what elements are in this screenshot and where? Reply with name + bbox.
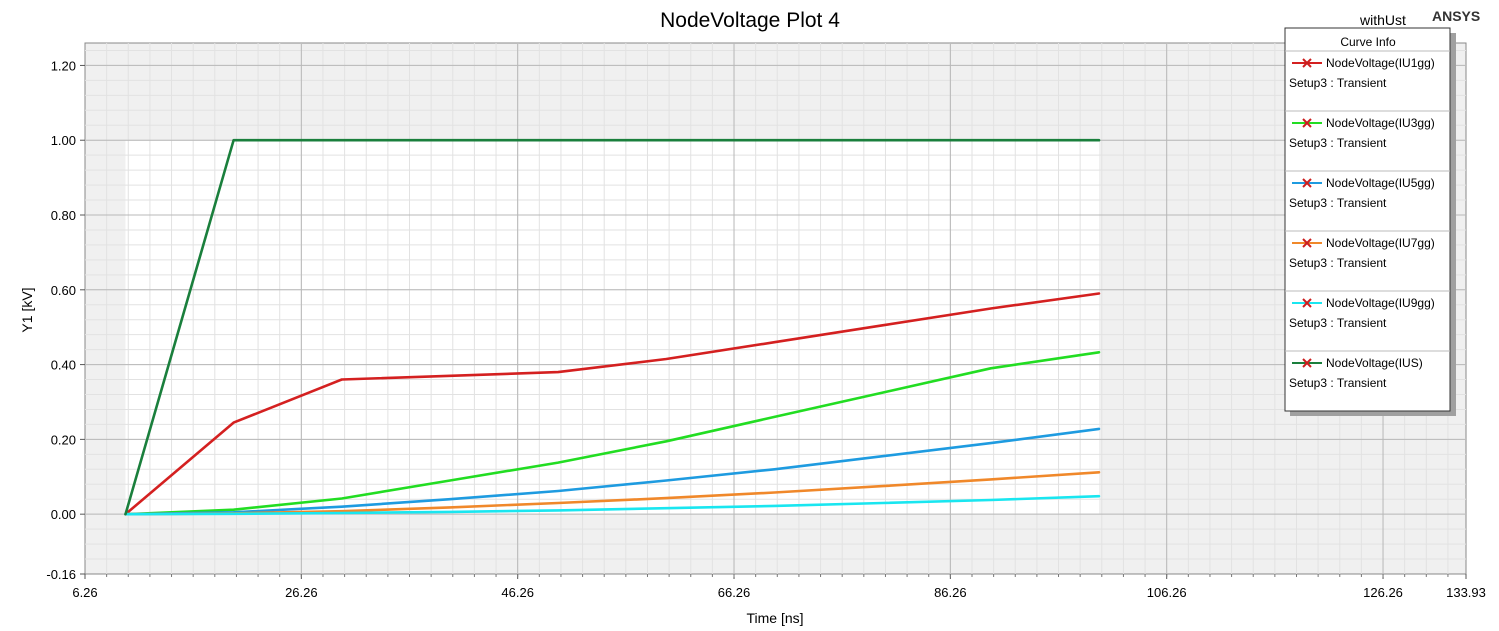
series-line-nodevoltage-ius[interactable] <box>124 138 1101 516</box>
legend-marker-x-icon <box>1302 178 1312 188</box>
series-line-nodevoltage-iu5gg[interactable] <box>124 427 1101 516</box>
plot-area[interactable] <box>84 42 1467 575</box>
legend-series-name: NodeVoltage(IU3gg) <box>1326 116 1435 130</box>
legend-entry[interactable]: NodeVoltage(IU5gg) Setup3 : Transient <box>1285 176 1450 232</box>
y-tick-label: 1.00 <box>51 133 76 148</box>
legend-marker-x-icon <box>1302 298 1312 308</box>
legend-marker-x-icon <box>1302 238 1312 248</box>
legend-series-setup: Setup3 : Transient <box>1289 376 1387 390</box>
legend-series-name: NodeVoltage(IUS) <box>1326 356 1423 370</box>
y-tick-label: -0.16 <box>46 567 76 582</box>
y-tick-label: 0.40 <box>51 358 76 373</box>
x-tick-label: 66.26 <box>718 585 751 600</box>
legend-marker-x-icon <box>1302 118 1312 128</box>
legend-box <box>1284 27 1451 412</box>
series-line-nodevoltage-iu9gg[interactable] <box>124 494 1101 516</box>
minor-grid <box>85 43 1466 574</box>
legend-series-setup: Setup3 : Transient <box>1289 256 1387 270</box>
legend-series-setup: Setup3 : Transient <box>1289 76 1387 90</box>
legend-marker-x-icon <box>1302 358 1312 368</box>
x-tick-label: 46.26 <box>501 585 534 600</box>
variant-label: withUst <box>1359 12 1406 28</box>
y-tick-label: 0.80 <box>51 208 76 223</box>
legend-entries: NodeVoltage(IU1gg)Setup3 : TransientNode… <box>1285 56 1450 390</box>
x-tick-label: 126.26 <box>1363 585 1403 600</box>
legend-marker-x-icon <box>1302 58 1312 68</box>
legend-title: Curve Info <box>1340 35 1396 49</box>
x-tick-label: 106.26 <box>1147 585 1187 600</box>
x-tick-label: 86.26 <box>934 585 967 600</box>
series-line-nodevoltage-iu1gg[interactable] <box>124 292 1101 516</box>
curve-info-legend[interactable]: Curve Info NodeVoltage(IU1gg) Setup3 : Tr… <box>1284 27 1456 416</box>
legend-entry[interactable]: NodeVoltage(IUS) Setup3 : Transient <box>1289 356 1423 390</box>
y-tick-label: 0.20 <box>51 432 76 447</box>
legend-series-name: NodeVoltage(IU1gg) <box>1326 56 1435 70</box>
ansys-logo: ANSYS <box>1432 8 1480 24</box>
legend-series-setup: Setup3 : Transient <box>1289 316 1387 330</box>
legend-series-setup: Setup3 : Transient <box>1289 196 1387 210</box>
chart-title: NodeVoltage Plot 4 <box>660 9 840 32</box>
legend-entry[interactable]: NodeVoltage(IU3gg) Setup3 : Transient <box>1285 116 1450 172</box>
data-region <box>125 140 1099 515</box>
legend-entry[interactable]: NodeVoltage(IU9gg) Setup3 : Transient <box>1285 296 1450 352</box>
x-axis-label: Time [ns] <box>746 610 803 626</box>
legend-series-setup: Setup3 : Transient <box>1289 136 1387 150</box>
y-axis-ticks: -0.16 0.00 0.20 0.40 0.60 0.80 1.00 1.20 <box>46 58 85 582</box>
x-axis-ticks: 6.26 26.26 46.26 66.26 86.26 106.26 126.26 133.… <box>72 574 1486 600</box>
legend-series-name: NodeVoltage(IU5gg) <box>1326 176 1435 190</box>
x-tick-label: 26.26 <box>285 585 318 600</box>
legend-entry[interactable]: NodeVoltage(IU1gg) Setup3 : Transient <box>1285 56 1450 112</box>
y-axis-label: Y1 [kV] <box>19 287 35 332</box>
y-tick-label: 0.60 <box>51 283 76 298</box>
x-tick-label: 133.93 <box>1446 585 1486 600</box>
legend-entry[interactable]: NodeVoltage(IU7gg) Setup3 : Transient <box>1285 236 1450 292</box>
series-layer <box>124 138 1101 516</box>
y-tick-label: 1.20 <box>51 58 76 73</box>
legend-series-name: NodeVoltage(IU9gg) <box>1326 296 1435 310</box>
legend-series-name: NodeVoltage(IU7gg) <box>1326 236 1435 250</box>
x-tick-label: 6.26 <box>72 585 97 600</box>
series-line-nodevoltage-iu3gg[interactable] <box>124 350 1101 516</box>
y-tick-label: 0.00 <box>51 507 76 522</box>
